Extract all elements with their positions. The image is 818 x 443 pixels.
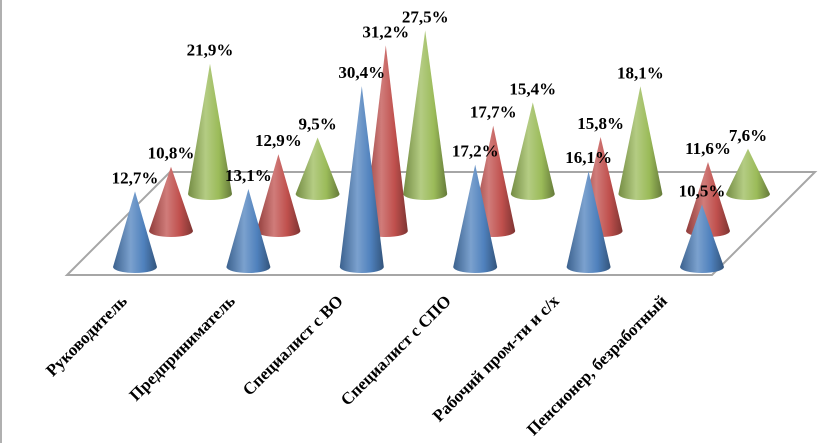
cone-mark xyxy=(680,204,724,273)
cone-mark xyxy=(188,63,232,200)
value-label: 10,5% xyxy=(679,182,726,201)
value-label: 21,9% xyxy=(187,41,234,60)
value-label: 12,7% xyxy=(112,168,159,187)
value-label: 18,1% xyxy=(617,63,664,82)
value-label: 13,1% xyxy=(225,166,272,185)
value-label: 7,6% xyxy=(729,126,767,145)
cone-mark xyxy=(149,166,193,237)
value-label: 30,4% xyxy=(338,63,385,82)
cone-mark xyxy=(510,102,555,201)
cone-mark xyxy=(726,148,770,200)
value-label: 9,5% xyxy=(298,114,336,133)
value-label: 31,2% xyxy=(362,22,409,41)
cone-mark xyxy=(403,30,448,201)
cone-series-group xyxy=(113,30,770,273)
value-label: 12,9% xyxy=(255,131,302,150)
cone-mark xyxy=(566,171,611,273)
value-label: 10,8% xyxy=(148,144,195,163)
cone-mark xyxy=(363,45,408,237)
value-label: 15,4% xyxy=(509,79,556,98)
cone-mark xyxy=(113,191,157,273)
cone-mark xyxy=(295,137,340,201)
cone-mark xyxy=(686,161,730,237)
cone-mark xyxy=(226,189,271,273)
value-label: 11,6% xyxy=(685,139,731,158)
category-label: Предприниматель xyxy=(126,291,239,404)
value-label: 17,2% xyxy=(452,142,499,161)
cone-mark xyxy=(618,86,663,201)
value-label-group: 21,9% 9,5% 27,5% 15,4% 18,1% 7,6% 10,8% 12,9% 31… xyxy=(112,7,768,200)
value-label: 17,7% xyxy=(470,103,517,122)
cone-mark xyxy=(339,86,384,273)
value-label: 15,8% xyxy=(577,114,624,133)
category-label: Руководитель xyxy=(42,291,131,380)
value-label: 27,5% xyxy=(402,7,449,26)
category-label: Специалист с СПО xyxy=(337,291,455,409)
value-label: 16,1% xyxy=(565,148,612,167)
cone-mark xyxy=(453,164,498,273)
category-label: Специалист с ВО xyxy=(239,291,347,399)
cone-mark xyxy=(256,154,301,237)
